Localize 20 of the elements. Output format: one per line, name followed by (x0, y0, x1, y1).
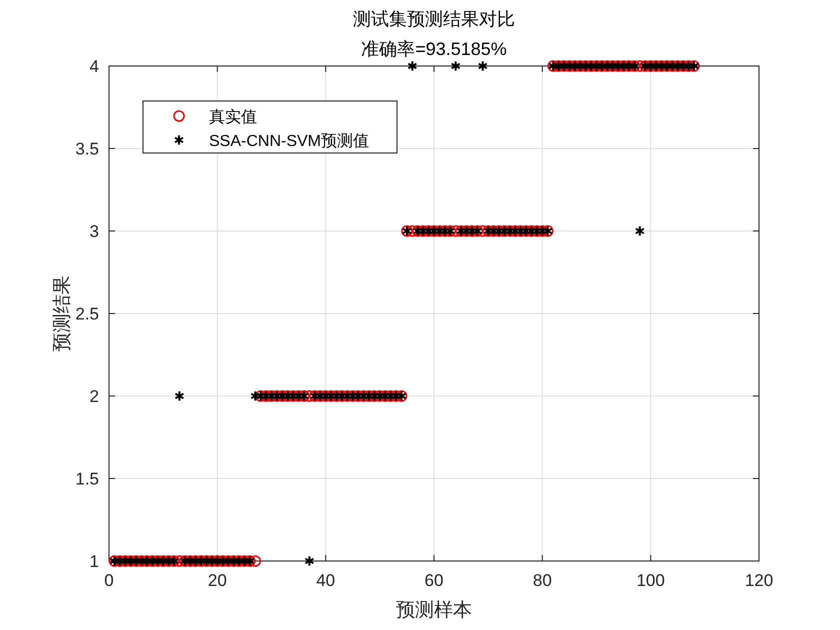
x-tick-label: 20 (208, 571, 227, 590)
legend-label: SSA-CNN-SVM预测值 (209, 133, 370, 150)
chart-subtitle: 准确率=93.5185% (361, 39, 507, 59)
y-tick-label: 3.5 (75, 140, 99, 158)
y-tick-label: 3 (90, 222, 99, 241)
x-tick-label: 40 (316, 571, 336, 590)
x-tick-label: 0 (104, 571, 114, 590)
y-tick-label: 4 (90, 57, 99, 76)
x-tick-label: 80 (532, 571, 552, 590)
x-tick-label: 120 (744, 571, 774, 590)
y-axis-title: 预测结果 (52, 276, 73, 352)
chart-title: 测试集预测结果对比 (353, 9, 515, 29)
x-tick-label: 100 (636, 571, 665, 590)
x-tick-label: 60 (424, 571, 444, 590)
y-tick-label: 1.5 (75, 470, 99, 488)
y-tick-label: 1 (90, 552, 99, 571)
y-tick-label: 2.5 (75, 304, 99, 324)
y-tick-label: 2 (90, 387, 99, 406)
x-axis-title: 预测样本 (396, 600, 472, 621)
legend-label: 真实值 (209, 108, 257, 126)
